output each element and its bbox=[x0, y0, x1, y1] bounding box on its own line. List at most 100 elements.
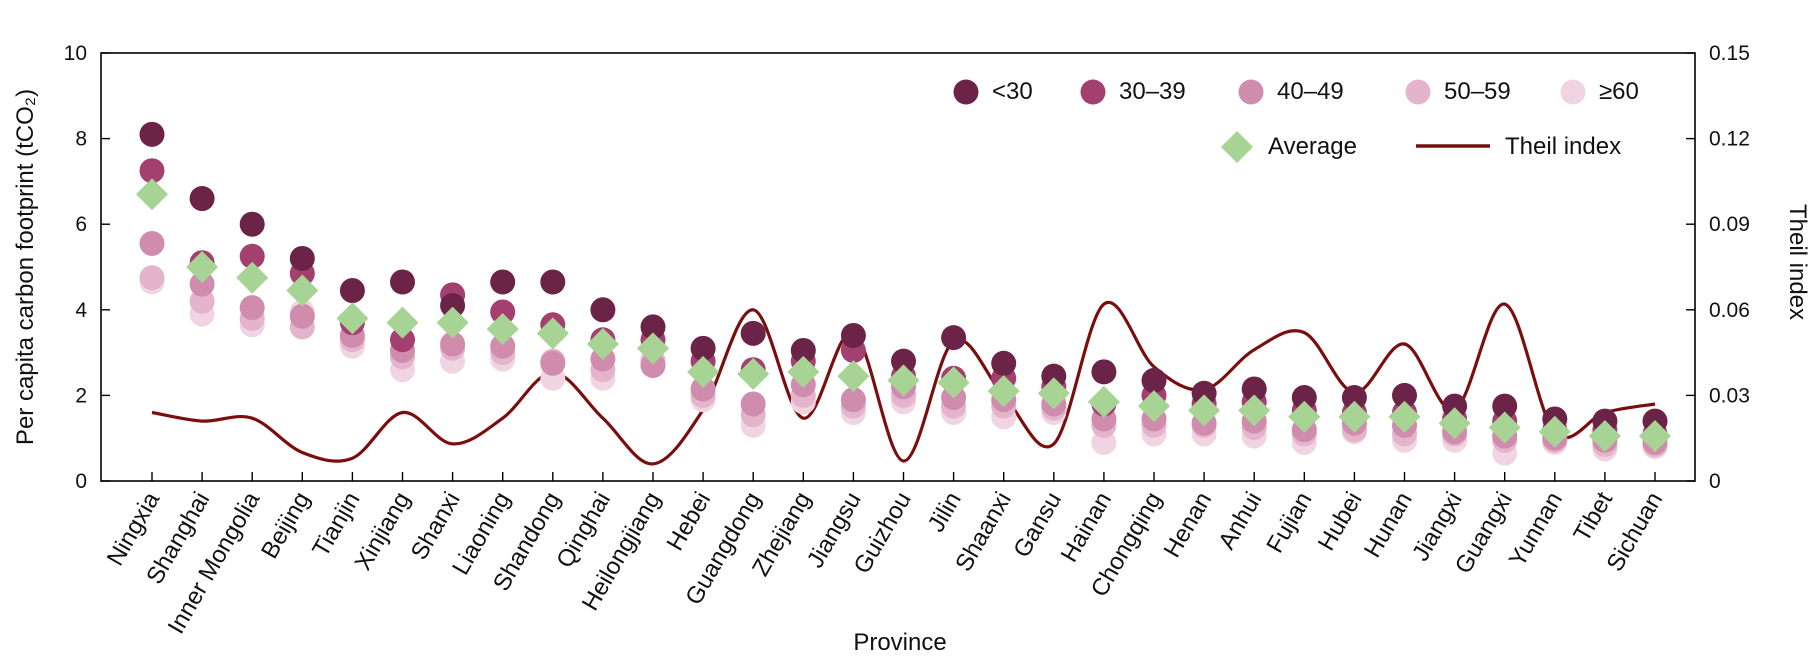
category-label-23: Fujian bbox=[1261, 488, 1317, 558]
point-s0-21 bbox=[1191, 380, 1217, 406]
point-s0-19 bbox=[1091, 359, 1117, 385]
point-s0-8 bbox=[540, 269, 566, 295]
point-s0-26 bbox=[1442, 393, 1468, 419]
y-tick-label-3: 6 bbox=[75, 213, 87, 236]
average-diamond-12 bbox=[737, 358, 770, 390]
point-s2-10 bbox=[640, 352, 666, 378]
point-s2-11 bbox=[690, 376, 716, 402]
point-s4-19 bbox=[1091, 429, 1117, 455]
average-diamond-16 bbox=[937, 366, 970, 399]
theil-line-group bbox=[151, 300, 1656, 466]
average-diamond-7 bbox=[486, 313, 519, 346]
theil-index-line bbox=[151, 300, 1656, 466]
x-axis-title: Province bbox=[853, 629, 946, 656]
point-s2-6 bbox=[440, 331, 466, 357]
point-s0-17 bbox=[991, 350, 1017, 376]
point-s0-7 bbox=[490, 269, 516, 295]
average-diamond-28 bbox=[1538, 415, 1571, 448]
point-s0-25 bbox=[1392, 382, 1417, 408]
legend-swatch-average bbox=[1221, 131, 1253, 163]
average-diamond-29 bbox=[1588, 420, 1621, 453]
legend: <30 30–39 40–49 50–59 ≥60 Average Theil index bbox=[953, 78, 1639, 163]
point-s1-5 bbox=[390, 327, 415, 353]
average-diamond-8 bbox=[536, 317, 569, 350]
legend-label-0: <30 bbox=[992, 78, 1033, 105]
y2-axis-title: Theil index bbox=[1784, 204, 1811, 320]
legend-label-theil: Theil index bbox=[1505, 133, 1621, 160]
point-s0-2 bbox=[239, 211, 265, 237]
category-label-16: Jilin bbox=[923, 488, 967, 537]
point-s0-16 bbox=[941, 325, 967, 351]
average-diamond-6 bbox=[436, 306, 469, 339]
average-diamond-2 bbox=[236, 261, 269, 294]
point-s2-12 bbox=[740, 391, 766, 417]
legend-swatch-2 bbox=[1238, 79, 1264, 105]
average-diamond-10 bbox=[637, 332, 669, 365]
average-diamond-27 bbox=[1488, 411, 1521, 444]
point-s1-7 bbox=[490, 299, 516, 325]
point-s0-15 bbox=[891, 348, 916, 374]
point-s3-0 bbox=[139, 265, 165, 291]
y-axis-title: Per capita carbon footprint (tCO₂) bbox=[12, 89, 39, 445]
legend-swatch-0 bbox=[953, 79, 979, 105]
average-diamond-13 bbox=[787, 355, 820, 388]
point-s2-2 bbox=[239, 295, 265, 321]
point-s0-5 bbox=[390, 269, 415, 295]
category-label-11: Hebei bbox=[662, 488, 717, 556]
point-s0-13 bbox=[790, 337, 816, 363]
average-diamond-19 bbox=[1087, 385, 1120, 418]
y2-tick-label-1: 0.03 bbox=[1709, 384, 1750, 407]
point-s1-2 bbox=[239, 243, 265, 269]
y-tick-label-1: 2 bbox=[75, 384, 87, 407]
category-label-21: Henan bbox=[1159, 488, 1218, 563]
average-diamond-21 bbox=[1188, 394, 1221, 427]
point-s3-1 bbox=[189, 288, 215, 314]
average-diamond-3 bbox=[286, 274, 319, 307]
category-label-24: Hubei bbox=[1313, 488, 1368, 556]
average-diamond-1 bbox=[186, 251, 219, 283]
y2-tick-label-0: 0 bbox=[1709, 470, 1721, 493]
axes bbox=[100, 52, 1696, 482]
point-s0-23 bbox=[1291, 385, 1317, 411]
point-s2-14 bbox=[840, 387, 866, 413]
legend-swatch-1 bbox=[1080, 79, 1106, 105]
point-s0-14 bbox=[840, 322, 866, 348]
point-s0-4 bbox=[339, 278, 365, 304]
legend-label-4: ≥60 bbox=[1599, 78, 1639, 105]
average-diamond-23 bbox=[1288, 400, 1321, 433]
legend-label-2: 40–49 bbox=[1277, 78, 1344, 105]
average-diamond-24 bbox=[1338, 400, 1371, 433]
plot-frame bbox=[100, 52, 1696, 482]
average-diamond-17 bbox=[987, 375, 1020, 408]
category-label-22: Anhui bbox=[1213, 488, 1267, 555]
average-diamond-4 bbox=[336, 302, 369, 335]
average-diamond-25 bbox=[1388, 400, 1421, 433]
average-diamond-26 bbox=[1438, 407, 1471, 440]
y-tick-label-2: 4 bbox=[75, 299, 87, 322]
point-s0-10 bbox=[640, 314, 666, 340]
point-s2-1 bbox=[189, 271, 215, 297]
y2-tick-label-2: 0.06 bbox=[1709, 299, 1750, 322]
point-s0-3 bbox=[289, 245, 315, 271]
point-s0-1 bbox=[189, 186, 215, 212]
category-label-3: Beijing bbox=[256, 488, 315, 564]
y-tick-label-0: 0 bbox=[75, 470, 87, 493]
average-diamond-22 bbox=[1238, 394, 1271, 427]
average-diamond-18 bbox=[1037, 377, 1070, 410]
point-s2-3 bbox=[289, 303, 315, 329]
point-s0-11 bbox=[690, 335, 716, 361]
point-s2-0 bbox=[139, 230, 165, 256]
average-diamond-9 bbox=[586, 328, 619, 361]
legend-label-1: 30–39 bbox=[1119, 78, 1186, 105]
point-s2-8 bbox=[540, 350, 566, 376]
legend-label-3: 50–59 bbox=[1444, 78, 1511, 105]
legend-label-average: Average bbox=[1268, 133, 1357, 160]
average-diamond-20 bbox=[1138, 390, 1170, 423]
point-s2-7 bbox=[490, 333, 516, 359]
points-group bbox=[136, 121, 1671, 466]
point-s0-9 bbox=[590, 297, 616, 323]
tick-group: 0 2 4 6 8 10 0 0.03 0.06 0.09 0.12 0.15 bbox=[64, 42, 1750, 493]
